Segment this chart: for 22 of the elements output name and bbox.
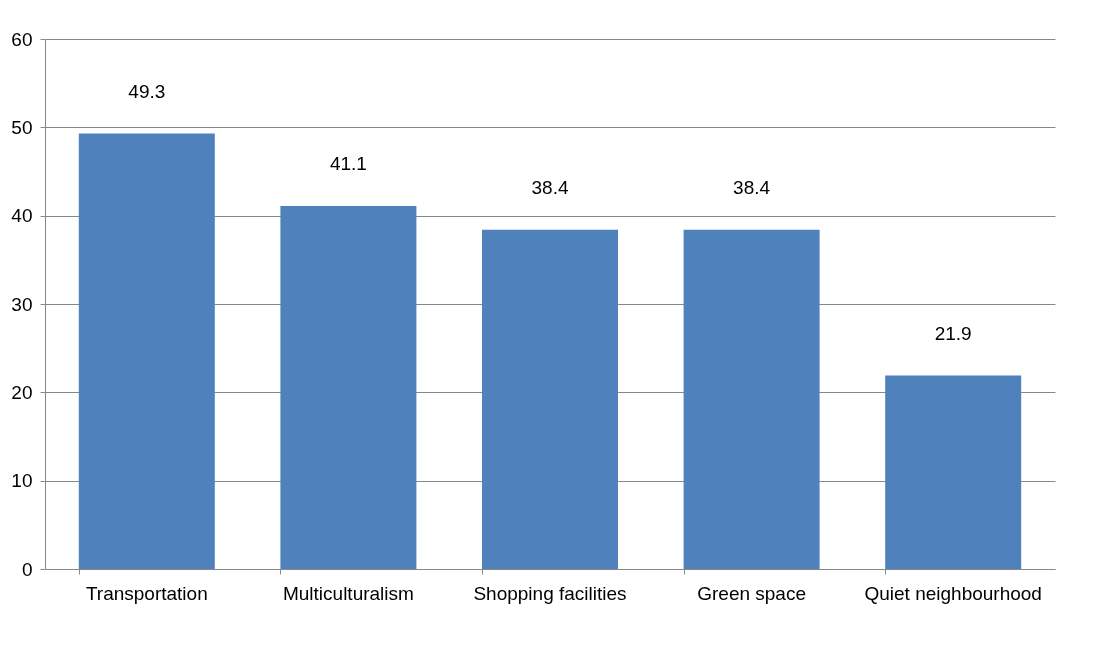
bar bbox=[280, 205, 417, 569]
y-tick-label: 60 bbox=[11, 28, 33, 50]
bar bbox=[683, 229, 820, 569]
bar bbox=[78, 133, 215, 569]
data-label: 41.1 bbox=[329, 152, 367, 174]
x-tick-label: Transportation bbox=[85, 582, 208, 604]
data-label: 38.4 bbox=[531, 176, 569, 198]
y-tick-label: 0 bbox=[21, 558, 33, 580]
y-tick-label: 50 bbox=[11, 116, 33, 138]
bar bbox=[482, 229, 618, 569]
data-label: 49.3 bbox=[128, 80, 166, 102]
y-tick-label: 20 bbox=[11, 381, 33, 403]
bar bbox=[885, 375, 1022, 569]
y-tick-label: 40 bbox=[11, 205, 33, 227]
x-tick-label: Shopping facilities bbox=[473, 582, 627, 604]
y-tick-label: 10 bbox=[11, 470, 33, 492]
x-tick-label: Quiet neighbourhood bbox=[864, 582, 1042, 604]
data-label: 21.9 bbox=[934, 322, 972, 344]
data-label: 38.4 bbox=[733, 176, 771, 198]
x-tick-label: Green space bbox=[697, 582, 806, 604]
x-tick-label: Multiculturalism bbox=[282, 582, 414, 604]
y-tick-label: 30 bbox=[11, 293, 33, 315]
